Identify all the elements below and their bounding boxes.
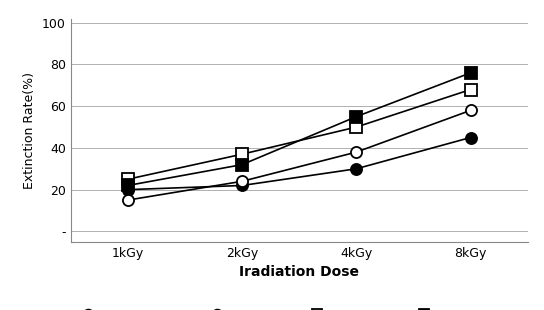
X-axis label: Iradiation Dose: Iradiation Dose [239,265,359,279]
Anabaena sp. [125,177,131,181]
Scenedesmus sp. [467,136,474,140]
Scenedesmus sp. [125,188,131,192]
Line: Scenedesmus sp.: Scenedesmus sp. [122,132,476,195]
Line: Microcystis sp.: Microcystis sp. [122,67,476,191]
Microcystis sp. [467,71,474,75]
Line: Anabaena sp.: Anabaena sp. [122,84,476,185]
Microcystis sp. [239,163,245,166]
Anabaena sp. [353,125,360,129]
Y-axis label: Extinction Rate(%): Extinction Rate(%) [23,72,36,189]
Scenedesmus sp. [353,167,360,170]
Line: Chlorella sp.: Chlorella sp. [122,105,476,206]
Microcystis sp. [353,115,360,118]
Chlorella sp. [125,198,131,202]
Chlorella sp. [353,150,360,154]
Anabaena sp. [239,152,245,156]
Microcystis sp. [125,184,131,187]
Chlorella sp. [467,108,474,112]
Anabaena sp. [467,88,474,91]
Chlorella sp. [239,179,245,183]
Scenedesmus sp. [239,184,245,187]
